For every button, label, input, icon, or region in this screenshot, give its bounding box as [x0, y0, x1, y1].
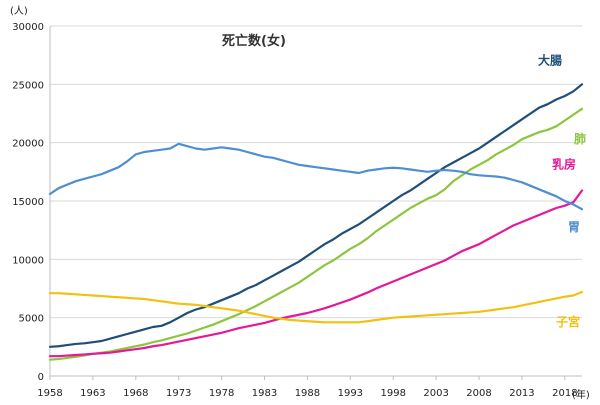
- x-tick-label: 1998: [380, 388, 405, 399]
- x-tick-label: 2003: [423, 388, 448, 399]
- gridlines: [50, 25, 582, 377]
- y-tick-label: 10000: [12, 255, 44, 266]
- x-tick-label: 1963: [80, 388, 105, 399]
- series-label: 乳房: [552, 157, 576, 172]
- x-tick-label: 2018: [552, 388, 577, 399]
- series-label: 胃: [568, 220, 580, 234]
- x-tick-label: 2008: [466, 388, 491, 399]
- series-label: 子宮: [556, 314, 580, 329]
- series-line: [48, 290, 584, 324]
- y-tick-label: 5000: [19, 314, 44, 325]
- x-tick-label: 1973: [166, 388, 191, 399]
- series-lines: [48, 83, 584, 361]
- x-tick-label: 1993: [338, 388, 363, 399]
- y-tick-label: 15000: [12, 197, 44, 208]
- y-tick-label: 25000: [12, 80, 44, 91]
- x-tick-label: 1958: [37, 388, 62, 399]
- y-tick-label: 20000: [12, 139, 44, 150]
- series-line: [48, 83, 584, 348]
- series-line: [48, 142, 584, 211]
- x-tick-label: 2013: [509, 388, 534, 399]
- x-tick-label: 1983: [252, 388, 277, 399]
- y-axis-unit: (人): [10, 5, 28, 17]
- x-axis-unit: (年): [572, 388, 590, 401]
- x-tick-label: 1978: [209, 388, 234, 399]
- axes: 0 5000 10000 15000 20000 25000 30000 1958 1963 19…: [12, 22, 582, 399]
- series-label: 大腸: [538, 52, 562, 67]
- series-line: [48, 107, 584, 361]
- y-tick-label: 0: [38, 372, 44, 383]
- series-line: [48, 189, 584, 358]
- x-tick-label: 1968: [123, 388, 148, 399]
- x-tick-label: 1988: [295, 388, 320, 399]
- series-label: 肺: [574, 131, 586, 146]
- chart-title: 死亡数(女): [222, 33, 286, 49]
- y-tick-label: 30000: [12, 22, 44, 33]
